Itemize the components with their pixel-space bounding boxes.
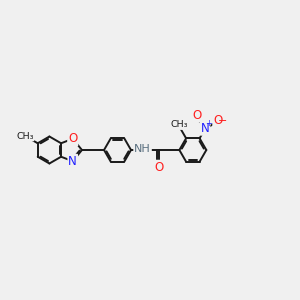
- Text: N: N: [201, 122, 209, 135]
- Text: O: O: [154, 161, 164, 174]
- Text: O: O: [213, 114, 223, 128]
- Text: O: O: [68, 132, 77, 145]
- Text: +: +: [205, 119, 212, 128]
- Text: −: −: [218, 116, 227, 126]
- Text: NH: NH: [134, 144, 151, 154]
- Text: CH₃: CH₃: [16, 131, 34, 140]
- Text: O: O: [193, 109, 202, 122]
- Text: N: N: [68, 155, 77, 168]
- Text: CH₃: CH₃: [171, 120, 188, 129]
